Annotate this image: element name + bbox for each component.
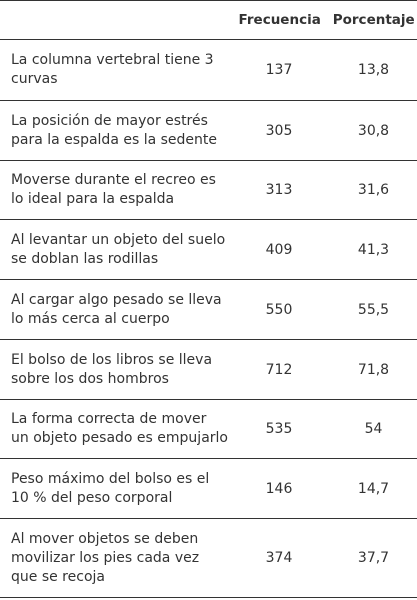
frequency-cell: 374 (265, 550, 293, 566)
percentage-cell: 41,3 (357, 241, 390, 258)
statement-cell: El bolso de los libros se lleva sobre lo… (11, 351, 213, 387)
header-percentage: Porcentaje (332, 12, 415, 28)
statement-cell: Peso máximo del bolso es el 10 % del pes… (11, 470, 210, 506)
percentage-cell: 54 (364, 421, 383, 437)
percentage-cell: 37,7 (357, 550, 390, 566)
statement-cell: Al cargar algo pesado se lleva lo más ce… (11, 291, 222, 327)
table-row: Moverse durante el recreo es lo ideal pa… (0, 161, 417, 220)
table-row: La posición de mayor estrés para la espa… (0, 101, 417, 161)
table-row: Al levantar un objeto del suelo se dobla… (0, 220, 417, 280)
frequency-cell: 409 (265, 241, 293, 258)
statement-cell: La forma correcta de mover un objeto pes… (11, 411, 228, 446)
statement-cell: Al levantar un objeto del suelo se dobla… (11, 231, 226, 267)
frequency-cell: 313 (265, 182, 293, 198)
statement-cell: La columna vertebral tiene 3 curvas (11, 52, 214, 87)
table-row: Al cargar algo pesado se lleva lo más ce… (0, 280, 417, 340)
header-frequency: Frecuencia (238, 12, 321, 28)
frequency-cell: 712 (265, 361, 293, 378)
percentage-cell: 71,8 (357, 361, 390, 378)
frequency-cell: 146 (265, 480, 293, 497)
table-row: La columna vertebral tiene 3 curvas 137 … (0, 40, 417, 101)
percentage-cell: 31,6 (357, 182, 390, 198)
statement-cell: Al mover objetos se deben movilizar los … (11, 530, 200, 585)
table-row: La forma correcta de mover un objeto pes… (0, 400, 417, 459)
percentage-cell: 13,8 (357, 62, 390, 78)
table-row: Al mover objetos se deben movilizar los … (0, 519, 417, 598)
frequency-cell: 305 (265, 122, 293, 139)
table-row: Peso máximo del bolso es el 10 % del pes… (0, 459, 417, 519)
table-header-row: Frecuencia Porcentaje (0, 0, 417, 40)
percentage-cell: 30,8 (357, 122, 390, 139)
statement-cell: La posición de mayor estrés para la espa… (11, 112, 218, 148)
frequency-cell: 137 (265, 62, 293, 78)
frequency-cell: 550 (265, 301, 293, 318)
percentage-cell: 14,7 (357, 480, 390, 497)
table-row: El bolso de los libros se lleva sobre lo… (0, 340, 417, 400)
statement-cell: Moverse durante el recreo es lo ideal pa… (11, 172, 216, 207)
percentage-cell: 55,5 (357, 301, 390, 318)
frequency-cell: 535 (265, 421, 293, 437)
